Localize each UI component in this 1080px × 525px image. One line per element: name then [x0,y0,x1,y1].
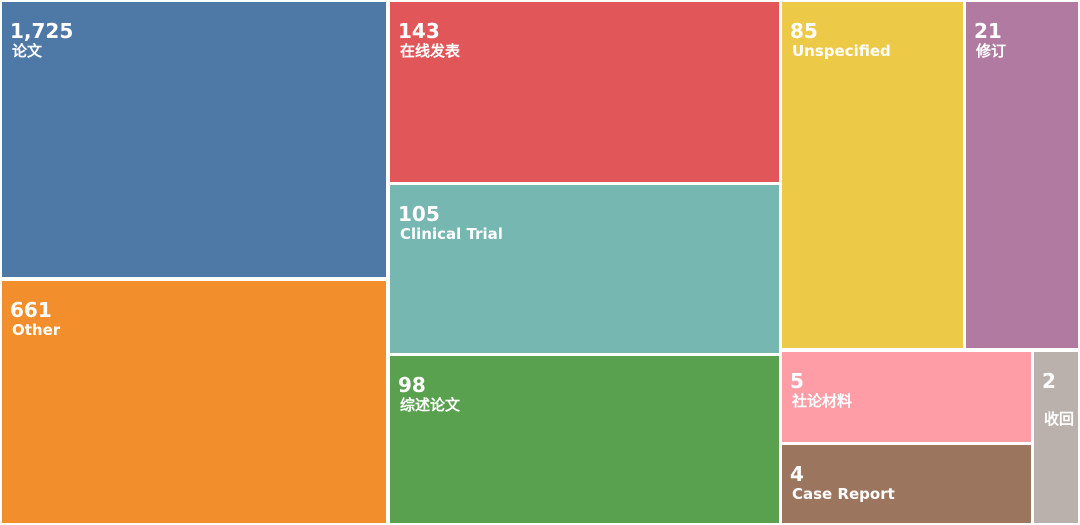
category-label: 修订 [975,42,1006,60]
tile [1034,352,1078,523]
category-label: Clinical Trial [400,225,503,243]
tile [390,356,779,523]
value-label: 1,725 [10,19,73,43]
category-label: 在线发表 [400,42,461,60]
value-label: 98 [398,373,426,397]
value-label: 85 [790,19,818,43]
category-label: Unspecified [792,42,891,60]
value-label: 2 [1042,369,1056,393]
tile [390,2,779,182]
tile [2,2,386,277]
tile [782,352,1031,442]
tile [782,445,1031,523]
value-label: 661 [10,298,52,322]
tile [390,185,779,353]
category-label: Other [12,321,61,339]
category-label: 综述论文 [400,396,461,414]
tile [966,2,1078,348]
value-label: 4 [790,462,804,486]
tile [782,2,963,348]
category-label: 收回 [1044,410,1074,428]
value-label: 143 [398,19,440,43]
value-label: 5 [790,369,804,393]
category-label: 论文 [12,42,43,60]
category-label: 社论材料 [791,392,852,410]
value-label: 21 [974,19,1002,43]
category-label: Case Report [792,485,895,503]
value-label: 105 [398,202,440,226]
tile [2,281,386,523]
